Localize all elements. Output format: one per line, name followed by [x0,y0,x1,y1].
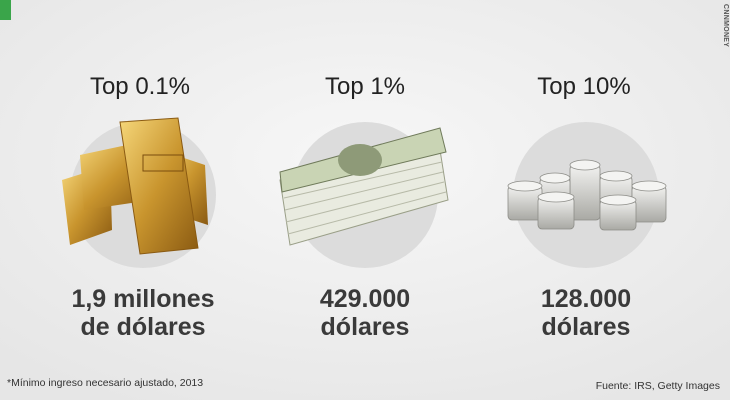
cash-stack [279,127,449,246]
brand: CNNMONEY [722,4,729,47]
item-value: de dólares [80,313,205,341]
footnote: *Mínimo ingreso necesario ajustado, 2013 [7,377,203,389]
item-value: 1,9 millones [71,285,214,313]
item-title: Top 1% [325,73,405,100]
source: Fuente: IRS, Getty Images [596,380,720,392]
gold-bars [62,117,208,255]
coin-stacks [507,159,667,231]
item-value: 429.000 [320,285,410,313]
item: Top 1% 429.000 dólares [279,73,449,341]
corner-accent [0,0,11,20]
item: Top 0.1% 1,9 millones de dólares [62,73,216,341]
item-title: Top 10% [537,73,630,100]
item-title: Top 0.1% [90,73,190,100]
item-value: dólares [542,313,631,341]
item: Top 10% 128.000 dólares [507,73,667,341]
item-value: dólares [321,313,410,341]
item-value: 128.000 [541,285,631,313]
